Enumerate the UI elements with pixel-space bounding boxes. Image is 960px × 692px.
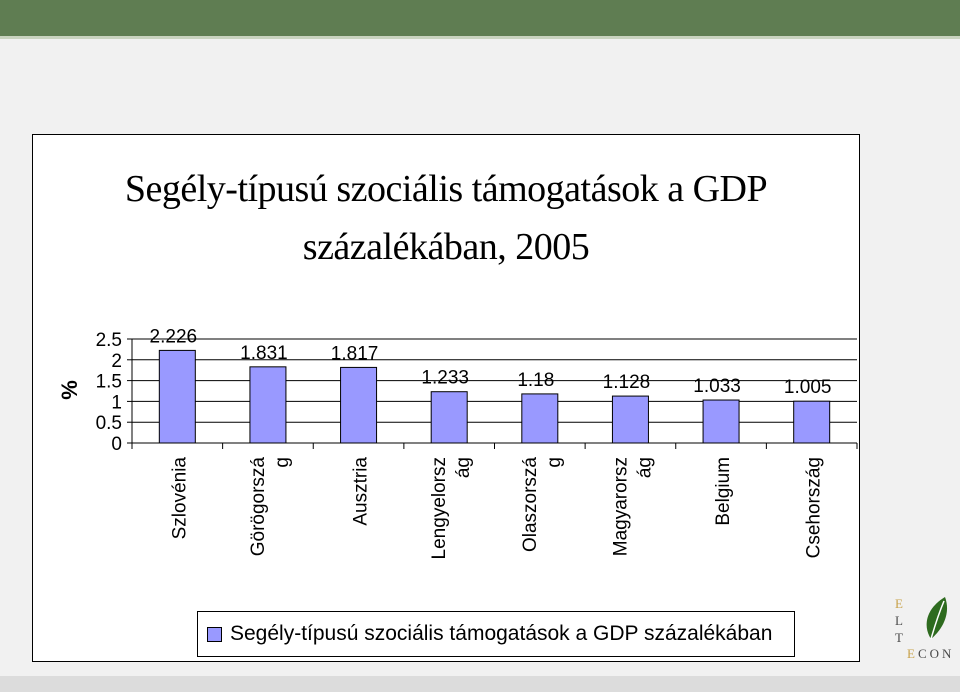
x-tick-label: Olaszorszá bbox=[520, 457, 541, 552]
y-tick-label: 2.5 bbox=[96, 330, 122, 351]
data-label: 1.18 bbox=[517, 370, 554, 391]
x-tick-label: Lengyelorsz bbox=[429, 457, 450, 559]
y-tick-label: 1.5 bbox=[96, 372, 122, 393]
y-axis-label: % bbox=[57, 380, 82, 400]
y-tick-label: 2 bbox=[111, 351, 122, 372]
bar bbox=[702, 399, 740, 444]
bar bbox=[158, 349, 196, 444]
data-label: 2.226 bbox=[150, 326, 198, 347]
x-tick-label: Ausztria bbox=[351, 457, 372, 526]
x-tick-label: Csehország bbox=[804, 457, 825, 558]
x-tick-label: g bbox=[272, 457, 293, 468]
footer-band bbox=[0, 676, 960, 692]
leaf-icon bbox=[926, 597, 948, 640]
data-label: 1.817 bbox=[331, 343, 379, 364]
bar bbox=[340, 366, 378, 444]
logo-econ: ECON bbox=[907, 646, 955, 661]
x-tick-label: Belgium bbox=[713, 457, 734, 526]
legend: Segély-típusú szociális támogatások a GD… bbox=[197, 611, 795, 657]
data-label: 1.128 bbox=[603, 372, 651, 393]
legend-label: Segély-típusú szociális támogatások a GD… bbox=[230, 622, 773, 645]
y-tick-label: 1 bbox=[111, 392, 122, 413]
y-tick-label: 0 bbox=[111, 434, 122, 455]
elte-econ-logo: E L T ECON bbox=[895, 595, 955, 675]
x-tick-label: ág bbox=[634, 457, 655, 478]
bar bbox=[521, 393, 559, 444]
bar bbox=[611, 395, 649, 444]
x-tick-label: g bbox=[544, 457, 565, 468]
x-tick-label: ág bbox=[453, 457, 474, 478]
x-tick-label: Magyarorsz bbox=[610, 457, 631, 556]
x-tick-label: Görögorszá bbox=[248, 457, 269, 557]
legend-swatch bbox=[207, 626, 222, 642]
header-band bbox=[0, 0, 960, 36]
data-label: 1.005 bbox=[784, 377, 832, 398]
logo-letters: E L T bbox=[895, 596, 904, 645]
data-label: 1.033 bbox=[693, 376, 741, 397]
bar bbox=[249, 366, 287, 444]
bar bbox=[430, 391, 468, 444]
data-label: 1.233 bbox=[421, 368, 469, 389]
data-label: 1.831 bbox=[240, 343, 288, 364]
bar bbox=[793, 400, 831, 444]
chart-title: Segély-típusú szociális támogatások a GD… bbox=[124, 168, 768, 268]
y-tick-label: 0.5 bbox=[96, 413, 122, 434]
x-tick-label: Szlovénia bbox=[169, 457, 190, 540]
header-divider bbox=[0, 36, 960, 39]
